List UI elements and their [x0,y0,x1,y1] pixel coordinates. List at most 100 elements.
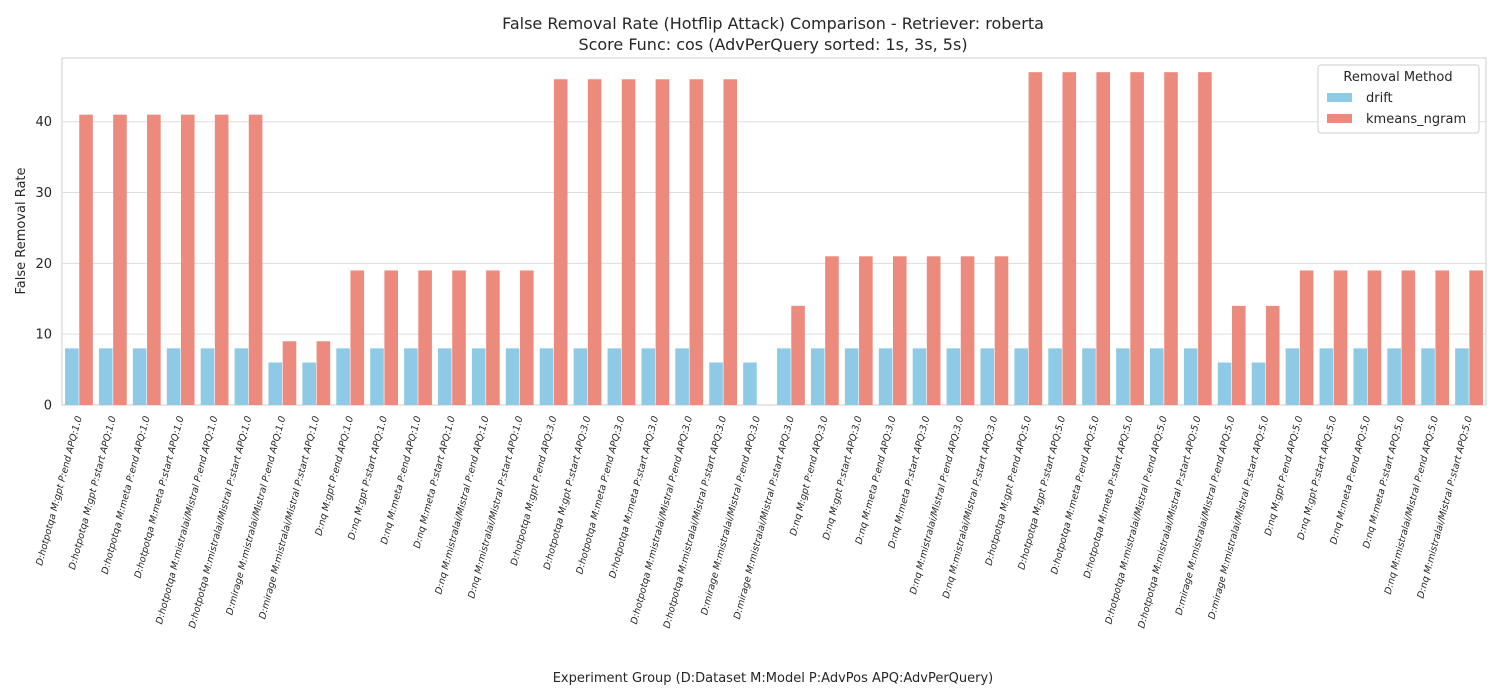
bar-kmeans-ngram [926,256,941,405]
bar-kmeans-ngram [1062,72,1077,405]
bar-kmeans-ngram [316,341,331,405]
bar-drift [336,348,350,405]
bar-drift [370,348,384,405]
bar-drift [132,348,147,405]
bar-kmeans-ngram [655,79,670,405]
bar-kmeans-ngram [214,114,229,405]
bar-drift [1455,348,1469,405]
x-tick-label: D:nq M:gpt P:end APQ:3.0 [788,415,831,537]
x-tick-label: D:hotpotqa M:mistralai/Mistral P:end APQ… [1104,415,1170,626]
bar-drift [1150,348,1164,405]
bar-drift [268,362,283,405]
bar-kmeans-ngram [587,79,602,405]
bar-kmeans-ngram [1469,270,1483,405]
bar-kmeans-ngram [859,256,873,405]
bar-drift [743,362,757,405]
bar-kmeans-ngram [486,270,500,405]
bar-kmeans-ngram [1028,72,1043,405]
bar-kmeans-ngram [1367,270,1382,405]
bar-drift [980,348,995,405]
bar-drift [1048,348,1062,405]
bar-drift [878,348,893,405]
bar-kmeans-ngram [621,79,636,405]
chart-title-line2: Score Func: cos (AdvPerQuery sorted: 1s,… [578,35,967,54]
bar-drift [1183,348,1198,405]
y-tick-labels: 0 10 20 30 40 [35,115,52,413]
bar-kmeans-ngram [723,79,738,405]
bar-drift [1421,348,1435,405]
bar-drift [1217,362,1232,405]
y-tick-label: 10 [35,328,52,343]
bar-kmeans-ngram [1096,72,1110,405]
bar-kmeans-ngram [113,114,127,405]
bar-drift [65,348,79,405]
bar-kmeans-ngram [689,79,704,405]
legend-title: Removal Method [1343,70,1452,85]
bar-kmeans-ngram [384,270,398,405]
x-tick-label: D:nq M:gpt P:start APQ:1.0 [346,415,390,541]
bar-drift [777,348,791,405]
bar-drift [1285,348,1300,405]
x-tick-label: D:mirage M:mistralai/Mistral P:end APQ:3… [699,415,763,616]
bar-drift [912,348,927,405]
y-tick-label: 40 [35,115,52,130]
bar-drift [844,348,859,405]
x-tick-labels: D:hotpotqa M:gpt P:end APQ:1.0D:hotpotqa… [34,415,1475,630]
x-tick-label: D:nq M:gpt P:end APQ:5.0 [1263,415,1306,537]
x-tick-label: D:mirage M:mistralai/Mistral P:end APQ:5… [1174,415,1238,616]
bar-kmeans-ngram [350,270,365,405]
bar-drift [539,348,554,405]
x-tick-label: D:nq M:gpt P:start APQ:5.0 [1296,415,1340,541]
bar-drift [438,348,452,405]
bar-drift [505,348,520,405]
bar-drift [471,348,486,405]
bar-drift [1082,348,1096,405]
bar-drift [641,348,656,405]
x-tick-label: D:hotpotqa M:mistralai/Mistral P:end APQ… [154,415,220,626]
x-tick-label: D:nq M:gpt P:end APQ:1.0 [314,415,357,537]
bar-drift [946,348,961,405]
x-tick-label: D:mirage M:mistralai/Mistral P:end APQ:1… [224,415,288,616]
y-axis-label: False Removal Rate [14,167,29,294]
bars [65,72,1483,405]
x-tick-label: D:hotpotqa M:mistralai/Mistral P:end APQ… [629,415,695,626]
bar-kmeans-ngram [791,305,805,405]
bar-kmeans-ngram [248,114,263,405]
bar-drift [1014,348,1028,405]
bar-kmeans-ngram [1435,270,1450,405]
y-tick-label: 30 [35,186,52,201]
bar-kmeans-ngram [553,79,568,405]
bar-kmeans-ngram [520,270,534,405]
bar-kmeans-ngram [180,114,195,405]
bar-kmeans-ngram [825,256,839,405]
bar-drift [1116,348,1130,405]
bar-drift [404,348,418,405]
x-tick-label: D:mirage M:mistralai/Mistral P:start APQ… [732,415,797,621]
legend-swatch-kmeans-ngram [1327,114,1352,123]
bar-kmeans-ngram [79,114,93,405]
bar-drift [810,348,825,405]
bar-drift [1387,348,1401,405]
legend-box [1317,64,1480,134]
bar-drift [302,362,316,405]
bar-drift [607,348,622,405]
x-tick-label: D:mirage M:mistralai/Mistral P:start APQ… [1207,415,1272,621]
bar-drift [98,348,113,405]
bar-kmeans-ngram [418,270,432,405]
bar-drift [234,348,249,405]
bar-kmeans-ngram [892,256,907,405]
bar-kmeans-ngram [1401,270,1416,405]
legend-swatch-drift [1327,93,1352,102]
bar-drift [1353,348,1368,405]
bar-kmeans-ngram [1333,270,1348,405]
bar-drift [1319,348,1334,405]
chart-title-line1: False Removal Rate (Hotflip Attack) Comp… [502,14,1044,33]
bar-kmeans-ngram [1265,305,1280,405]
bar-drift [709,362,723,405]
bar-kmeans-ngram [994,256,1009,405]
bar-drift [166,348,181,405]
bar-kmeans-ngram [1232,305,1246,405]
x-tick-label: D:nq M:gpt P:start APQ:3.0 [821,415,865,541]
bar-kmeans-ngram [1164,72,1178,405]
